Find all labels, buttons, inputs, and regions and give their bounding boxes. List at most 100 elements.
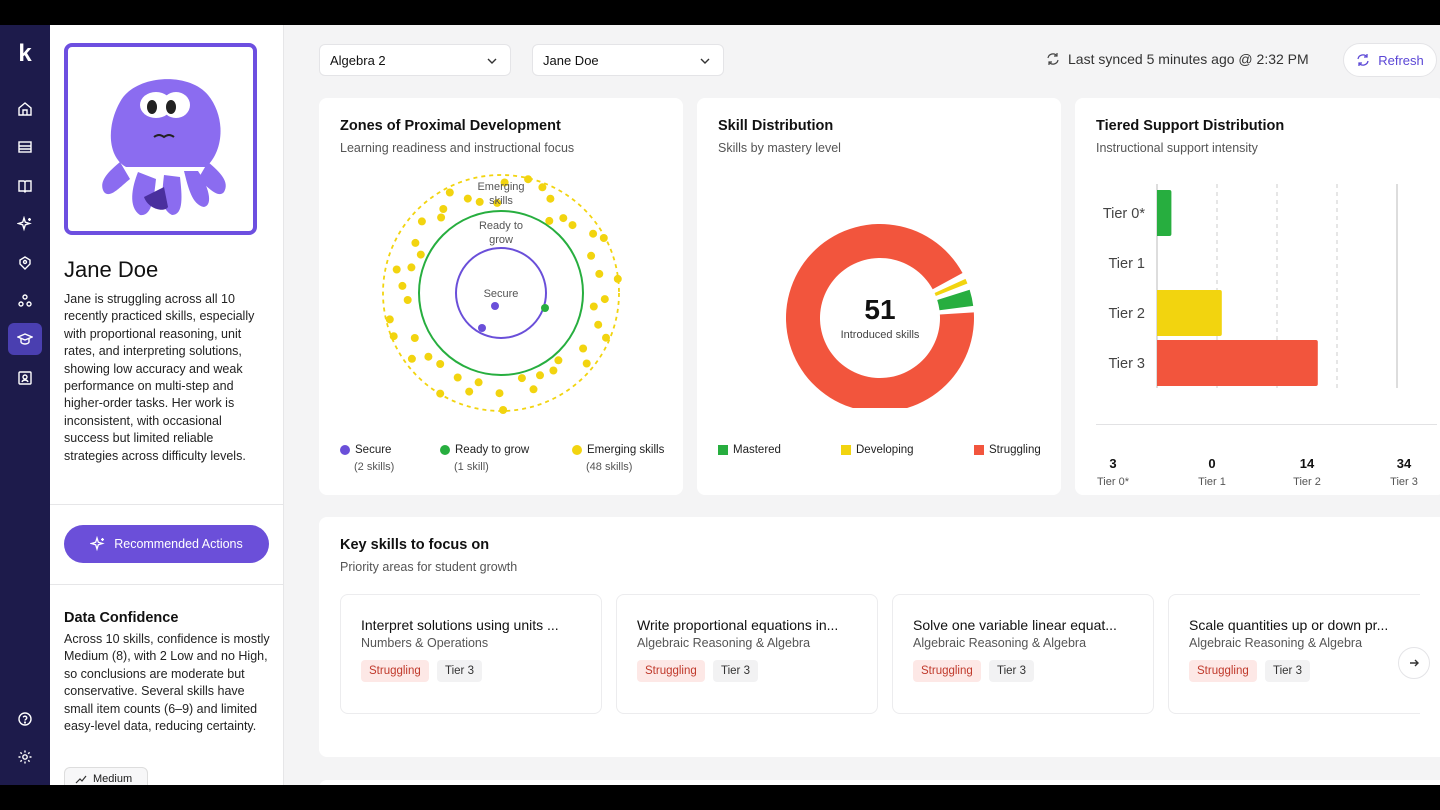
nav-help[interactable]	[8, 703, 42, 735]
legend-dot	[572, 445, 582, 455]
settings-icon	[18, 750, 32, 764]
secure-ring	[455, 247, 547, 339]
refresh-button[interactable]: Refresh	[1343, 43, 1437, 77]
course-select-value: Algebra 2	[330, 52, 386, 68]
emerging-skill-dot	[538, 183, 547, 192]
focus-skills-card: Key skills to focus on Priority areas fo…	[319, 517, 1440, 757]
skill-category: Algebraic Reasoning & Algebra	[1189, 636, 1363, 650]
donut-chart: 51 Introduced skills	[786, 224, 974, 408]
x-tick-label: 75%	[1323, 395, 1351, 398]
secure-skill-dot	[491, 302, 499, 310]
carousel-next-button[interactable]	[1398, 647, 1430, 679]
emerging-skill-dot	[599, 234, 608, 242]
x-tick-label: 100%	[1379, 395, 1415, 398]
nav-sparkle[interactable]	[8, 208, 42, 240]
skill-card[interactable]: Scale quantities up or down pr... Algebr…	[1168, 594, 1420, 714]
legend-label: Ready to grow	[455, 444, 530, 456]
secure-skill-dot	[478, 324, 486, 332]
confidence-badge: Medium	[64, 767, 148, 785]
emerging-skill-dot	[559, 214, 568, 223]
nav-settings[interactable]	[8, 741, 42, 773]
ready-label-1: Ready to	[479, 220, 523, 232]
donut-slice-developing	[934, 278, 968, 296]
emerging-skill-dot	[424, 352, 433, 361]
zpd-chart: Emerging skills Ready to grow Secure	[382, 174, 622, 414]
emerging-skill-dot	[403, 296, 412, 304]
x-tick-label: 25%	[1203, 395, 1231, 398]
legend-ready: Ready to grow (1 skill)	[440, 444, 530, 473]
tier-summary-label: Tier 3	[1390, 476, 1418, 488]
tier-summary-label: Tier 0*	[1097, 476, 1129, 488]
emerging-skill-dot	[594, 320, 603, 329]
trend-icon	[75, 775, 87, 784]
emerging-skill-dot	[411, 238, 420, 247]
skill-dist-subtitle: Skills by mastery level	[718, 141, 841, 155]
app-logo[interactable]: k	[18, 40, 32, 67]
emerging-label-1: Emerging	[477, 181, 524, 193]
emerging-skill-dot	[529, 385, 538, 394]
sparkle-icon	[90, 536, 105, 552]
nav-award[interactable]	[8, 247, 42, 279]
legend-count: (2 skills)	[354, 461, 395, 473]
nav-book[interactable]	[8, 170, 42, 202]
ready-label-2: grow	[489, 234, 513, 246]
legend-label: Developing	[856, 444, 914, 456]
emerging-label-2: skills	[489, 195, 513, 207]
sparkle-icon	[17, 216, 32, 232]
skill-title: Write proportional equations in...	[637, 617, 839, 633]
emerging-skill-dot	[499, 406, 508, 414]
skill-category: Algebraic Reasoning & Algebra	[637, 636, 811, 650]
tier-summary-value: 0	[1208, 456, 1216, 471]
contact-card-icon	[18, 371, 32, 385]
book-icon	[18, 180, 32, 193]
student-select[interactable]: Jane Doe	[532, 44, 724, 76]
skill-card[interactable]: Write proportional equations in... Algeb…	[616, 594, 878, 714]
student-name: Jane Doe	[64, 257, 159, 282]
focus-title: Key skills to focus on	[340, 537, 490, 553]
divider	[50, 584, 284, 585]
nav-home[interactable]	[8, 93, 42, 125]
skill-title: Scale quantities up or down pr...	[1189, 617, 1389, 633]
tier-summary-divider	[1096, 424, 1437, 425]
skill-title: Solve one variable linear equat...	[913, 617, 1117, 633]
emerging-skill-dot	[385, 315, 394, 324]
legend-mastered: Mastered	[718, 444, 781, 456]
tier-bar	[1157, 340, 1318, 386]
nav-nodes[interactable]	[8, 285, 42, 317]
skill-card[interactable]: Interpret solutions using units ... Numb…	[340, 594, 602, 714]
legend-count: (1 skill)	[454, 461, 489, 473]
emerging-skill-dot	[500, 178, 509, 187]
emerging-skill-dot	[445, 188, 454, 197]
skill-dist-title: Skill Distribution	[718, 118, 834, 134]
skill-category: Numbers & Operations	[361, 636, 489, 650]
emerging-skill-dot	[463, 194, 472, 203]
tier-summary-label: Tier 2	[1293, 476, 1321, 488]
emerging-skill-dot	[545, 216, 554, 225]
y-tick-label: Tier 2	[1108, 306, 1145, 322]
legend-dot	[440, 445, 450, 455]
tier-bar	[1157, 190, 1172, 236]
legend-struggling: Struggling	[974, 444, 1041, 456]
legend-label: Secure	[355, 444, 392, 456]
zpd-subtitle: Learning readiness and instructional foc…	[340, 141, 575, 155]
app-window: k	[0, 25, 1440, 785]
emerging-skill-dot	[407, 354, 416, 363]
side-nav: k	[0, 25, 50, 785]
octopus-mascot-icon	[102, 79, 226, 216]
legend-swatch	[841, 445, 851, 455]
nav-students[interactable]	[8, 323, 42, 355]
course-select[interactable]: Algebra 2	[319, 44, 511, 76]
emerging-skill-dot	[465, 387, 474, 396]
nav-table[interactable]	[8, 131, 42, 163]
legend-secure: Secure (2 skills)	[340, 444, 394, 473]
emerging-skill-dot	[436, 389, 445, 398]
skill-card[interactable]: Solve one variable linear equat... Algeb…	[892, 594, 1154, 714]
emerging-skill-dot	[453, 373, 462, 382]
x-tick-label: 50%	[1263, 395, 1291, 398]
tier-bar-chart: Tier 0* Tier 1 Tier 2 Tier 3 0% 25% 50% 75% 100…	[1103, 184, 1415, 398]
donut-center-label: Introduced skills	[841, 329, 920, 341]
recommended-actions-button[interactable]: Recommended Actions	[64, 525, 269, 563]
avatar	[64, 43, 257, 235]
zpd-title: Zones of Proximal Development	[340, 118, 561, 134]
nav-contacts[interactable]	[8, 362, 42, 394]
